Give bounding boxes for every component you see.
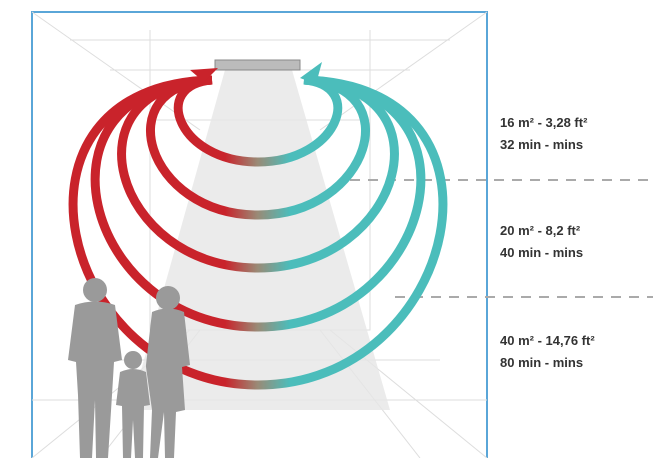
arrow-head	[190, 68, 218, 82]
airflow-loop	[90, 75, 426, 332]
airflow-loop	[146, 75, 370, 220]
time-label: 80 min - mins	[500, 355, 583, 370]
airflow-loop	[68, 75, 448, 390]
time-label: 32 min - mins	[500, 137, 583, 152]
arrow-head	[300, 62, 322, 84]
airflow-loops	[68, 62, 448, 390]
airflow-loop	[117, 75, 399, 273]
airflow-loop	[173, 75, 343, 167]
dividers	[350, 179, 653, 298]
area-label: 40 m² - 14,76 ft²	[500, 333, 595, 348]
time-label: 40 min - mins	[500, 245, 583, 260]
people	[68, 278, 190, 458]
labels: 16 m² - 3,28 ft² 32 min - mins 20 m² - 8…	[500, 115, 595, 370]
area-label: 16 m² - 3,28 ft²	[500, 115, 588, 130]
area-label: 20 m² - 8,2 ft²	[500, 223, 581, 238]
